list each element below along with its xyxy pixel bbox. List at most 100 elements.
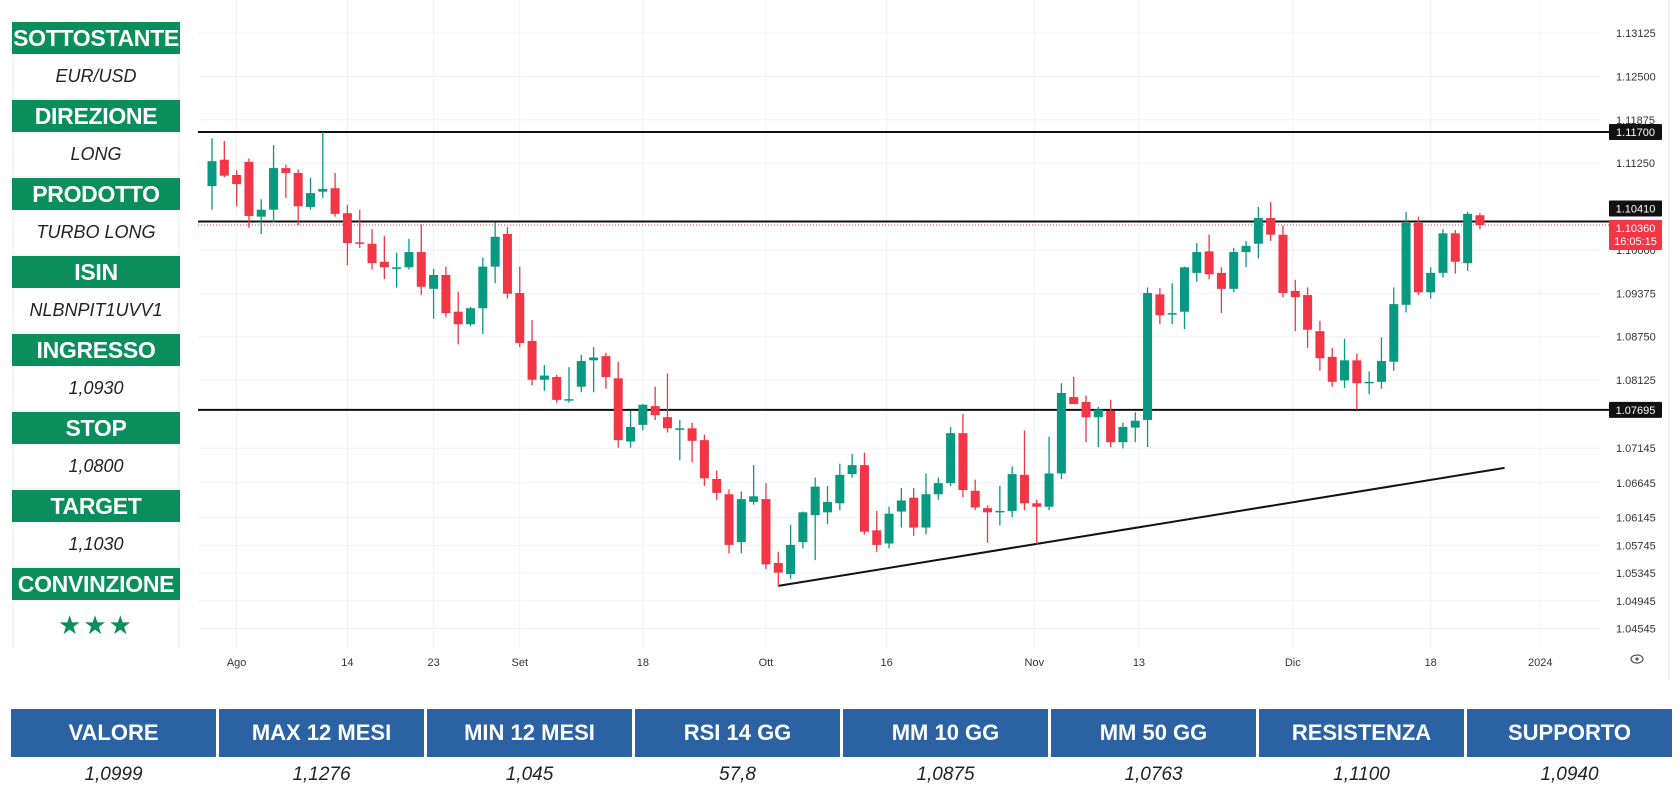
level-badge-label: 1.10410 [1616,204,1656,216]
candle-up [810,486,820,516]
x-tick-label: 23 [427,657,439,669]
candle-up [576,361,586,387]
candle-down [1278,234,1288,293]
candle-up [429,274,439,289]
sidebar-value: 1,0930 [14,366,178,410]
candle-down [1266,218,1276,235]
x-tick-label: Dic [1285,657,1301,669]
candle-up [1118,426,1128,443]
sidebar-label: SOTTOSTANTE [12,22,180,54]
candle-down [761,499,771,565]
eye-icon[interactable] [1630,654,1644,664]
candle-down [613,378,623,441]
candle-up [736,499,746,543]
candle-down [1352,360,1362,384]
stats-value: 57,8 [635,757,840,788]
candle-up [675,428,685,430]
candle-up [626,426,636,442]
y-tick-label: 1.11250 [1616,158,1655,170]
candle-down [662,417,672,429]
x-tick-label: 16 [880,657,892,669]
stats-value: 1,1276 [219,757,424,788]
y-tick-label: 1.07145 [1616,443,1656,455]
candle-up [1167,313,1177,315]
stats-column: VALORE 1,0999 [11,709,216,788]
level-badge [1609,124,1662,140]
candle-down [502,234,512,294]
stats-header: MAX 12 MESI [219,709,424,757]
y-tick-label: 1.06645 [1616,478,1656,490]
candle-down [859,465,869,532]
stats-value: 1,1100 [1259,757,1464,788]
trade-sidebar: SOTTOSTANTE EUR/USD DIREZIONE LONG PRODOTTO T… [12,22,180,650]
candle-up [1426,272,1436,293]
sidebar-label: STOP [12,412,180,444]
y-tick-label: 1.04945 [1616,596,1656,608]
candle-up [847,465,857,475]
candle-up [1241,245,1251,253]
y-tick-label: 1.08750 [1616,332,1656,344]
x-tick-label: Set [511,657,528,669]
level-badge [1609,401,1662,418]
sidebar-value: NLBNPIT1UVV1 [14,288,178,332]
candle-down [379,261,389,268]
x-tick-label: 13 [1133,657,1145,669]
y-tick-label: 1.08125 [1616,375,1656,387]
candle-down [958,433,968,491]
candle-down [773,562,783,573]
candle-up [1253,218,1263,244]
stats-column: RSI 14 GG 57,8 [635,709,840,788]
y-tick-label: 1.06145 [1616,512,1656,524]
y-tick-label: 1.05745 [1616,540,1656,552]
candle-down [281,168,291,173]
candle-up [946,433,956,484]
candlestick-chart[interactable]: 1.131251.125001.118751.112501.100001.093… [0,0,1680,690]
sidebar-value: LONG [14,132,178,176]
candle-down [1450,233,1460,262]
stats-column: MIN 12 MESI 1,045 [427,709,632,788]
candle-down [355,242,365,244]
x-tick-label: 14 [341,657,353,669]
stats-value: 1,0999 [11,757,216,788]
eye-icon-pupil [1635,657,1639,661]
level-badge-label: 1.07695 [1616,405,1656,417]
candle-down [1204,251,1214,275]
candle-down [441,274,451,314]
candle-up [207,161,217,187]
candle-up [896,500,906,512]
stats-header: RESISTENZA [1259,709,1464,757]
candle-up [1044,473,1054,507]
candle-up [1130,420,1140,428]
bar-countdown-label: 16:05:15 [1614,236,1657,248]
sidebar-label: PRODOTTO [12,178,180,210]
candle-down [724,494,734,545]
candle-up [638,404,648,425]
candle-down [601,356,611,377]
support-trendline [778,466,1505,587]
y-tick-label: 1.11875 [1616,115,1655,127]
x-tick-label: 18 [1425,657,1437,669]
candle-down [1069,397,1079,405]
sidebar-label: CONVINZIONE [12,568,180,600]
candle-down [909,497,919,528]
candle-down [244,161,254,216]
stats-value: 1,045 [427,757,632,788]
candle-down [1032,503,1042,507]
x-tick-label: 2024 [1528,657,1552,669]
stats-header: VALORE [11,709,216,757]
candle-down [1019,474,1029,504]
candle-down [1216,272,1226,289]
candle-up [798,512,808,543]
candle-down [1290,290,1300,298]
candle-down [1413,222,1423,293]
stats-column: SUPPORTO 1,0940 [1467,709,1672,788]
y-tick-label: 1.12500 [1616,71,1656,83]
last-price-badge [1609,219,1662,250]
candle-up [1192,252,1202,273]
candle-up [1340,360,1350,381]
candle-down [453,311,463,325]
candle-up [1463,213,1473,264]
candle-down [970,490,980,508]
sidebar-label: ISIN [12,256,180,288]
candle-down [1303,295,1313,330]
